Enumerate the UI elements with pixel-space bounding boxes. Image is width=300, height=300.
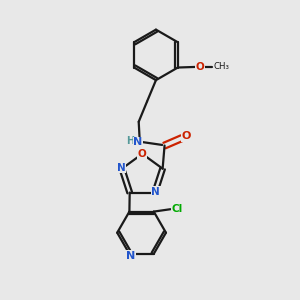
Text: O: O <box>181 131 191 141</box>
Text: Cl: Cl <box>171 204 183 214</box>
Text: -: - <box>214 61 219 72</box>
Text: N: N <box>126 250 135 261</box>
Text: O: O <box>138 149 147 159</box>
Text: N: N <box>152 187 160 197</box>
Text: H: H <box>127 136 135 146</box>
Text: O: O <box>196 62 205 72</box>
Text: N: N <box>117 163 125 173</box>
Text: CH₃: CH₃ <box>214 62 230 71</box>
Text: N: N <box>133 137 142 147</box>
